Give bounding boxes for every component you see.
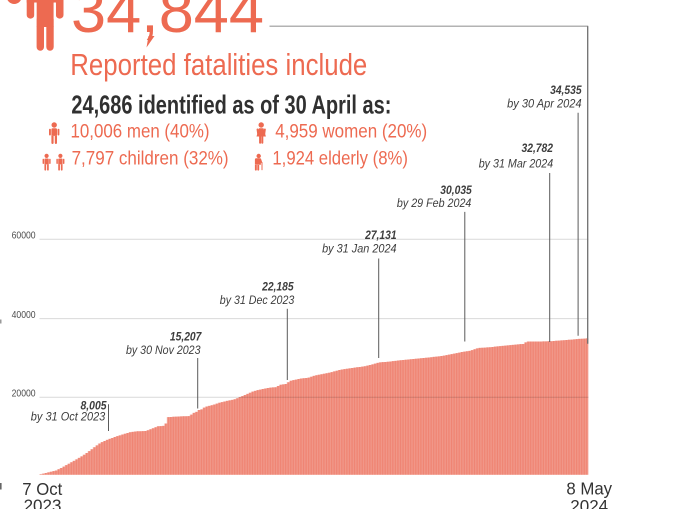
svg-text:34,535: 34,535 (550, 83, 582, 97)
svg-text:by 31 Dec 2023: by 31 Dec 2023 (220, 293, 295, 307)
svg-text:30,035: 30,035 (440, 183, 472, 197)
svg-text:1,924 elderly (8%): 1,924 elderly (8%) (272, 149, 408, 170)
svg-text:40000: 40000 (12, 310, 36, 321)
svg-text:27,131: 27,131 (364, 228, 396, 242)
svg-text:by 29 Feb 2024: by 29 Feb 2024 (397, 196, 472, 210)
svg-text:15,207: 15,207 (170, 329, 202, 343)
svg-text:7 Oct: 7 Oct (22, 479, 62, 499)
svg-text:34,844: 34,844 (71, 0, 264, 46)
svg-text:4,959 women (20%): 4,959 women (20%) (275, 122, 427, 143)
svg-text:60000: 60000 (12, 231, 36, 242)
svg-text:by 31 Oct 2023: by 31 Oct 2023 (31, 410, 106, 424)
svg-text:8,005: 8,005 (81, 399, 107, 413)
svg-text:24,686 identified as of 30 Apr: 24,686 identified as of 30 April as: (71, 92, 391, 120)
svg-text:7,797 children (32%): 7,797 children (32%) (72, 149, 229, 170)
svg-text:Reported fatalities include: Reported fatalities include (70, 48, 367, 82)
svg-text:2024: 2024 (570, 496, 608, 509)
svg-text:32,782: 32,782 (522, 141, 554, 155)
svg-text:by 30 Nov 2023: by 30 Nov 2023 (126, 343, 201, 357)
svg-text:by 31 Jan 2024: by 31 Jan 2024 (322, 242, 397, 256)
svg-text:by 31 Mar 2024: by 31 Mar 2024 (479, 156, 554, 170)
svg-text:10,006 men (40%): 10,006 men (40%) (71, 122, 210, 143)
svg-text:2023: 2023 (24, 496, 62, 509)
svg-text:20000: 20000 (12, 389, 36, 400)
svg-text:22,185: 22,185 (261, 279, 293, 293)
svg-text:8 May: 8 May (566, 478, 612, 498)
svg-text:by 30 Apr 2024: by 30 Apr 2024 (507, 97, 582, 111)
